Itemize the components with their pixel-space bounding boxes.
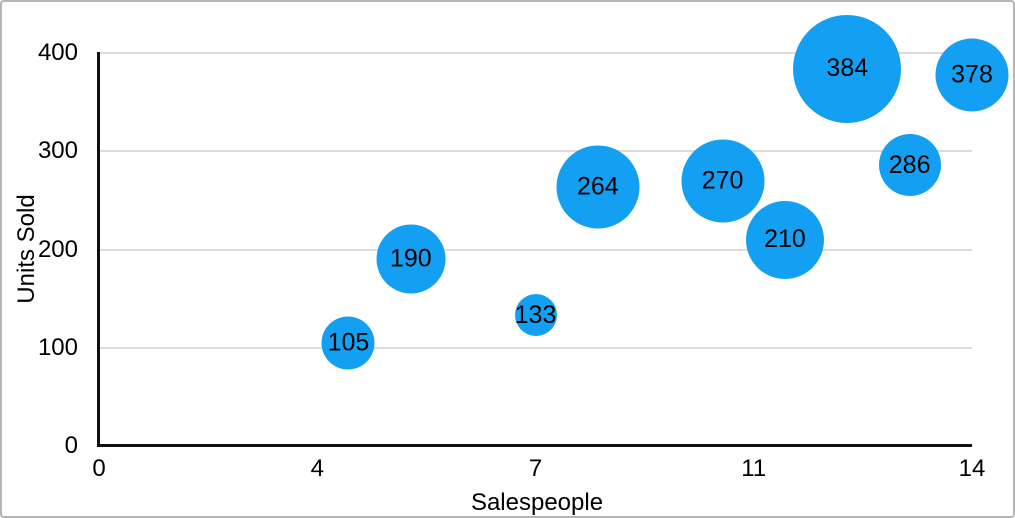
x-tick-label-4: 4 — [310, 455, 324, 482]
y-tick-label-300: 300 — [37, 137, 78, 165]
x-tick-label-14: 14 — [958, 455, 986, 482]
bubble-270[interactable]: 270 — [681, 139, 765, 223]
bubble-value-label: 264 — [576, 172, 619, 201]
gridline-y-400 — [99, 52, 972, 54]
x-tick-label-0: 0 — [92, 455, 106, 482]
y-axis-title: Units Sold — [13, 194, 40, 304]
y-tick-label-200: 200 — [37, 235, 78, 263]
x-axis-title: Salespeople — [470, 489, 604, 516]
gridline-y-300 — [99, 150, 972, 153]
bubble-286[interactable]: 286 — [878, 134, 941, 196]
bubble-value-label: 378 — [951, 60, 993, 89]
bubble-value-label: 210 — [764, 225, 806, 254]
bubble-value-label: 384 — [826, 54, 869, 83]
bubble-378[interactable]: 378 — [935, 38, 1009, 112]
gridline-y-200 — [99, 248, 972, 251]
bubble-value-label: 270 — [701, 166, 744, 195]
bubble-value-label: 190 — [389, 244, 432, 273]
bubble-value-label: 133 — [514, 300, 557, 329]
x-tick-label-7: 7 — [528, 455, 543, 482]
bubble-264[interactable]: 264 — [556, 145, 640, 229]
x-tick-label-11: 11 — [741, 455, 767, 482]
bubble-210[interactable]: 210 — [745, 200, 824, 279]
x-axis-line — [97, 444, 972, 447]
bubble-value-label: 105 — [327, 328, 370, 357]
bubble-190[interactable]: 190 — [376, 224, 446, 294]
y-axis-line — [97, 52, 100, 447]
y-tick-label-400: 400 — [37, 39, 78, 66]
y-tick-label-0: 0 — [64, 432, 78, 459]
y-tick-label-100: 100 — [37, 333, 78, 361]
bubble-384[interactable]: 384 — [793, 14, 902, 123]
bubble-value-label: 286 — [888, 150, 931, 179]
gridline-y-100 — [99, 346, 972, 349]
bubble-105[interactable]: 105 — [321, 316, 375, 370]
bubble-133[interactable]: 133 — [514, 294, 557, 337]
